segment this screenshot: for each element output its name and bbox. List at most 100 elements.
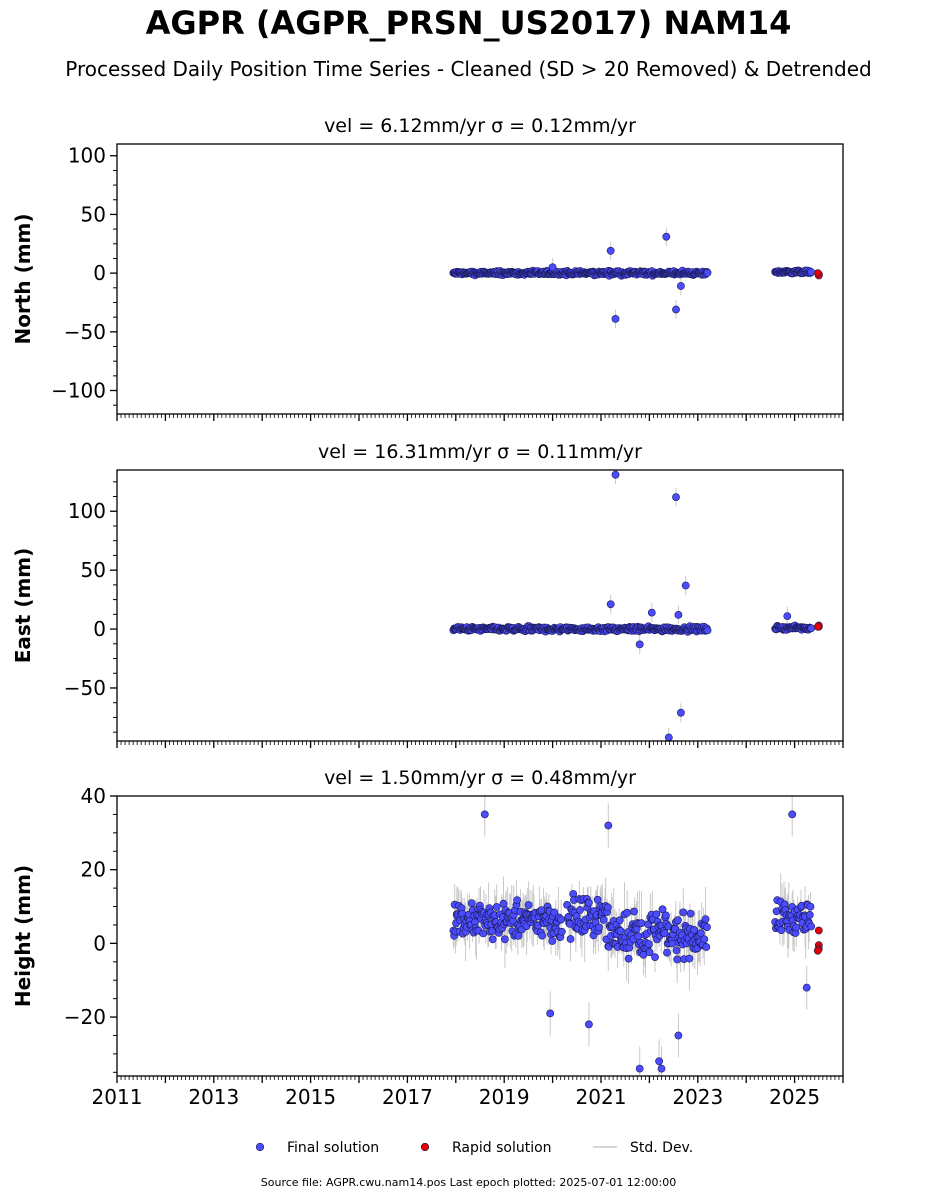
final-solution-point (548, 263, 557, 272)
final-solution-point (673, 955, 682, 964)
y-tick-label: 40 (81, 784, 106, 808)
x-tick-label: 2019 (479, 1085, 530, 1109)
data-layer (449, 227, 823, 329)
y-tick-label: 0 (93, 617, 106, 641)
final-solution-point (630, 907, 638, 916)
final-solution-point (647, 608, 656, 617)
legend-label: Rapid solution (452, 1140, 552, 1156)
final-solution-point (677, 282, 685, 290)
final-solution-point (513, 896, 521, 904)
final-solution-point (674, 1031, 683, 1040)
y-tick-label: 100 (68, 499, 106, 523)
figure-title: AGPR (AGPR_PRSN_US2017) NAM14 (145, 4, 792, 42)
final-solution-point (662, 232, 671, 241)
final-solution-point (802, 983, 811, 992)
final-solution-point (690, 926, 698, 934)
final-solution-point (677, 708, 685, 717)
final-solution-point (499, 899, 508, 908)
y-tick-label: 100 (68, 144, 106, 168)
panel-3: vel = 1.50mm/yr σ = 0.48mm/yr −20 0 20 40 Hei… (11, 767, 844, 1109)
final-solution-point (655, 1057, 663, 1066)
y-tick-label: −50 (64, 676, 106, 700)
error-bars (455, 227, 812, 329)
final-solution-point (500, 935, 509, 944)
x-tick-label: 2011 (92, 1085, 143, 1109)
final-solution-point (657, 1064, 666, 1073)
panel-title: vel = 1.50mm/yr σ = 0.48mm/yr (324, 767, 636, 789)
final-solution-point (576, 906, 584, 914)
final-solution-point (599, 916, 608, 924)
final-solution-point (566, 935, 575, 943)
final-solution-point (546, 1009, 555, 1018)
x-tick-label: 2023 (672, 1085, 723, 1109)
final-solution-point (524, 901, 533, 909)
final-solution-point (550, 908, 559, 917)
y-axis-label: North (mm) (11, 213, 35, 344)
figure-subtitle: Processed Daily Position Time Series - C… (65, 57, 872, 81)
rapid-solution-point (813, 269, 822, 277)
final-solution-point (672, 305, 680, 314)
final-solution-point (663, 948, 671, 957)
final-solution-point (488, 935, 497, 944)
y-tick-label: 50 (81, 558, 106, 582)
final-solution-point (584, 898, 593, 907)
final-solution-point (595, 923, 603, 932)
final-solution-point (700, 935, 709, 944)
y-tick-label: −50 (64, 320, 106, 344)
x-tick-label: 2017 (382, 1085, 433, 1109)
y-tick-label: 0 (93, 931, 106, 955)
final-solution-point (701, 915, 710, 923)
x-tick-label: 2021 (576, 1085, 627, 1109)
final-solution-point (585, 1020, 593, 1029)
final-solution-point (806, 902, 815, 911)
points (449, 232, 823, 323)
panel-title: vel = 16.31mm/yr σ = 0.11mm/yr (318, 441, 642, 463)
rapid-solution-point (813, 946, 822, 955)
final-solution-point (686, 909, 695, 918)
final-solution-point (783, 612, 792, 620)
final-solution-point (674, 611, 683, 619)
final-solution-point (807, 268, 816, 276)
final-solution-point (679, 908, 688, 917)
final-solution-point (703, 268, 712, 277)
y-tick-label: 50 (81, 202, 106, 226)
final-solution-point (777, 926, 786, 934)
final-solution-point (681, 581, 690, 590)
final-solution-point (788, 810, 797, 819)
final-solution-point (492, 903, 501, 911)
final-solution-point (702, 943, 711, 951)
panel-2: vel = 16.31mm/yr σ = 0.11mm/yr −50 0 50 100 E… (11, 441, 844, 748)
final-solution-point (805, 911, 814, 919)
legend-label: Std. Dev. (630, 1140, 693, 1156)
final-solution-point (623, 908, 632, 917)
final-solution-point (674, 916, 682, 925)
points (449, 470, 823, 741)
y-axis-label: Height (mm) (11, 865, 35, 1007)
x-tick-label: 2025 (769, 1085, 820, 1109)
legend-marker (255, 1142, 265, 1152)
plot-frame (116, 143, 844, 415)
final-solution-point (604, 821, 613, 830)
final-solution-point (672, 493, 680, 501)
final-solution-point (672, 946, 681, 955)
final-solution-point (514, 931, 523, 940)
points (449, 810, 823, 1073)
plot-frame (116, 469, 844, 742)
final-solution-point (611, 470, 620, 479)
final-solution-point (662, 911, 670, 920)
final-solution-point (807, 624, 816, 633)
y-tick-label: 0 (93, 261, 106, 285)
final-solution-point (557, 927, 566, 936)
final-solution-point (624, 954, 633, 963)
final-solution-point (479, 929, 488, 938)
y-axis-label: East (mm) (11, 548, 35, 664)
final-solution-point (703, 626, 712, 635)
rapid-solution-point (814, 926, 823, 935)
final-solution-point (651, 953, 659, 961)
x-tick-label: 2015 (285, 1085, 336, 1109)
final-solution-point (792, 923, 801, 932)
final-solution-point (557, 915, 565, 924)
final-solution-point (664, 733, 673, 741)
final-solution-point (548, 937, 557, 945)
